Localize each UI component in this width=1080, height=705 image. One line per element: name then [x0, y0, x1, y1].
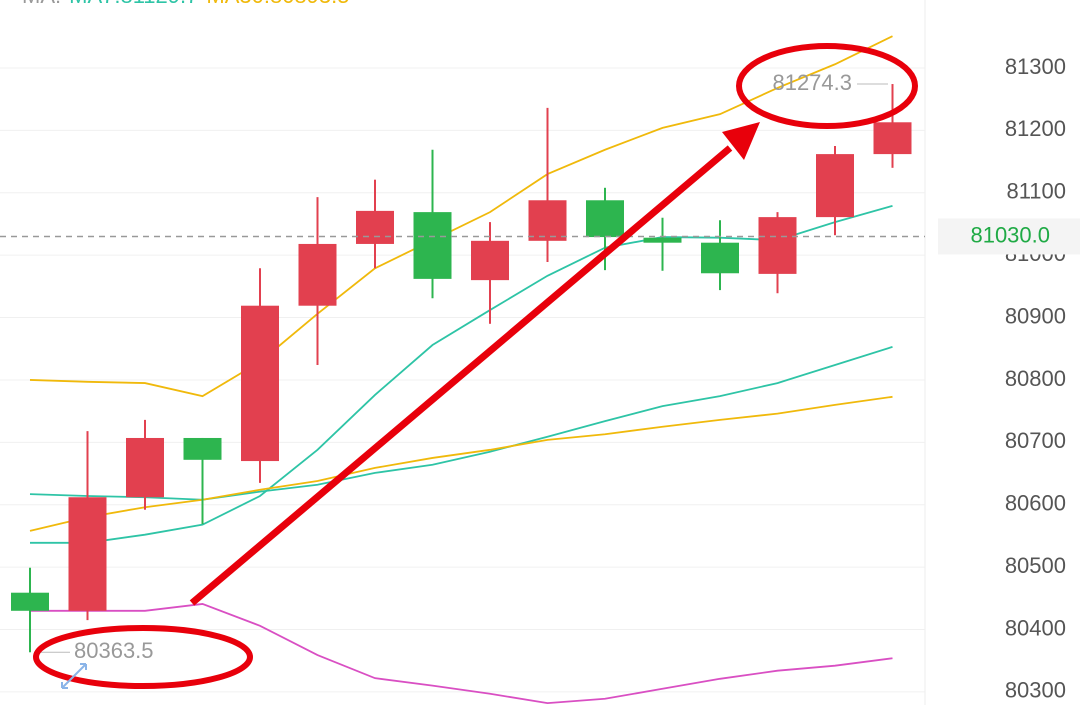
legend-title: MA: [22, 0, 61, 8]
indicator-line [30, 603, 893, 705]
y-tick-label: 81200 [1005, 116, 1066, 141]
candle-body [413, 212, 452, 279]
y-tick-label: 80400 [1005, 615, 1066, 640]
y-tick-label: 81300 [1005, 54, 1066, 79]
candle-body [586, 200, 624, 238]
y-tick-label: 80700 [1005, 428, 1066, 453]
min-label: 80363.5 [74, 638, 154, 663]
candle-body [68, 497, 107, 611]
max-label: 81274.3 [772, 70, 852, 95]
highlight-ellipse [33, 625, 253, 689]
candle-body [11, 592, 49, 611]
candle-body [643, 237, 682, 243]
candle-body [816, 154, 854, 218]
candle-body [873, 122, 912, 155]
legend-item: MA30:80893.5 [206, 0, 349, 8]
candle-body [758, 217, 797, 274]
indicator-line [29, 395, 893, 532]
annotation-marks [33, 43, 918, 689]
y-tick-label: 80600 [1005, 491, 1066, 516]
y-tick-label: 80500 [1005, 553, 1066, 578]
candle-body [471, 240, 509, 281]
indicator-line [30, 205, 893, 544]
y-tick-label: 80800 [1005, 366, 1066, 391]
arrow-head [722, 122, 760, 160]
indicator-line [29, 35, 893, 398]
y-tick-label: 80300 [1005, 678, 1066, 703]
arrow-shaft [189, 145, 733, 606]
legend-item: MA7:81129.7 [69, 0, 198, 8]
last-price-label: 81030.0 [970, 222, 1050, 247]
y-tick-label: 80900 [1005, 303, 1066, 328]
y-tick-label: 81100 [1006, 179, 1066, 204]
legend: MA: MA7:81129.7 MA30:80893.5 [22, 0, 349, 8]
candle-body [701, 242, 739, 274]
zoom-icon [61, 663, 87, 689]
highlight-ellipse [736, 43, 918, 129]
candle-body [528, 200, 567, 241]
candle-body [183, 437, 222, 460]
last-price-box [938, 218, 1080, 255]
candle-body [126, 437, 164, 498]
candle-body [356, 210, 394, 244]
candle-body [298, 243, 337, 306]
candle-body [241, 305, 279, 462]
indicator-line [29, 346, 893, 501]
